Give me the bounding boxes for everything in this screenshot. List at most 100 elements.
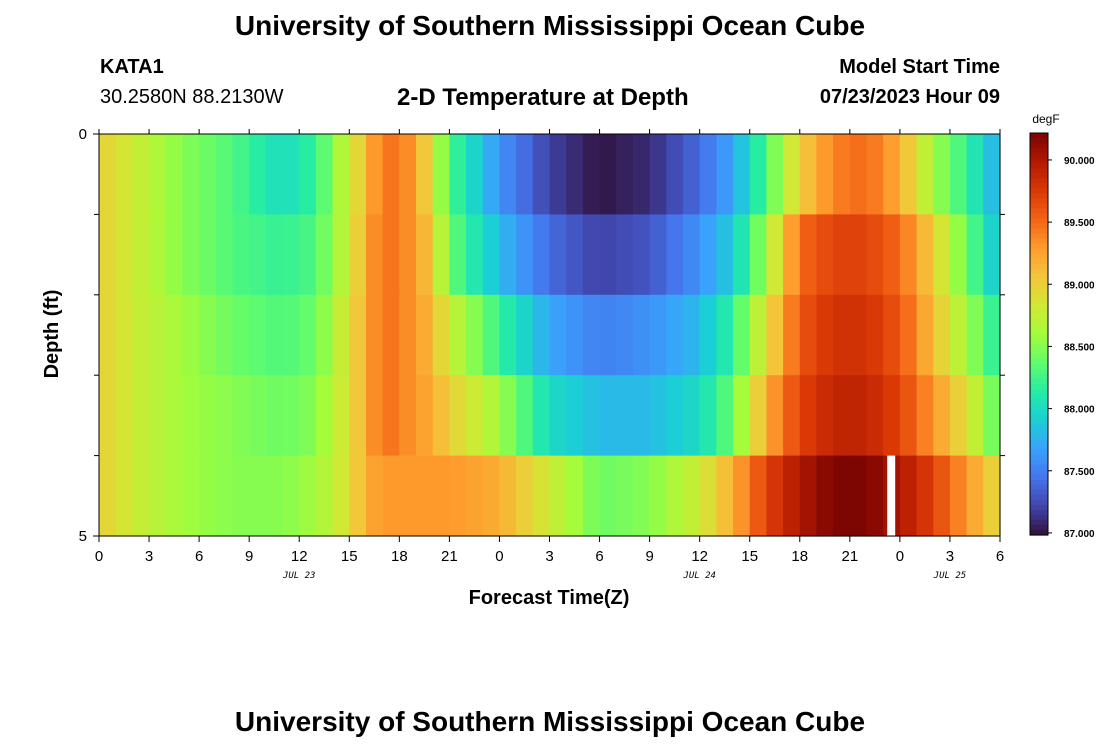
heat-cell (849, 375, 868, 457)
heat-cell (232, 375, 250, 457)
heat-cell (182, 455, 200, 537)
heat-cell (516, 294, 534, 376)
heat-cell (332, 134, 350, 215)
model-start-time: 07/23/2023 Hour 09 (819, 86, 1000, 108)
heat-cell (532, 455, 551, 537)
heat-cell (466, 214, 484, 296)
heat-cell (783, 455, 801, 537)
colorbar-segment (1030, 138, 1048, 144)
x-tick-label: 3 (545, 548, 553, 565)
colorbar-segment (1030, 278, 1048, 285)
colorbar-segment (1030, 384, 1048, 390)
colorbar-segment (1030, 303, 1048, 310)
x-tick-label: 21 (841, 548, 858, 565)
heat-cell (365, 455, 384, 537)
heat-cell (199, 375, 217, 457)
heat-cell (532, 134, 551, 215)
heat-cell (365, 375, 384, 457)
heat-cell (899, 294, 918, 376)
heat-cell (149, 294, 167, 376)
heat-cell (499, 455, 517, 537)
heat-cell (132, 455, 150, 537)
heat-cell (416, 455, 434, 537)
colorbar-segment (1030, 273, 1048, 280)
heat-cell (649, 294, 667, 376)
colorbar-segment (1030, 268, 1048, 275)
heat-cell (799, 214, 818, 296)
heat-cell (549, 294, 567, 376)
colorbar-segment (1030, 318, 1048, 325)
colorbar-segment (1030, 484, 1048, 491)
colorbar-segment (1030, 258, 1048, 265)
heat-cell (399, 134, 417, 215)
heat-cell (482, 134, 501, 215)
x-tick-label: 0 (95, 548, 103, 565)
heat-cell (332, 214, 350, 296)
heat-cell (899, 214, 918, 296)
heat-cell (399, 214, 417, 296)
colorbar-segment (1030, 489, 1048, 496)
heat-cell (682, 214, 701, 296)
colorbar-segment (1030, 469, 1048, 476)
heat-cell (582, 455, 601, 537)
heat-cell (616, 294, 634, 376)
heat-cell (299, 214, 317, 296)
heat-cell (699, 294, 717, 376)
heat-cell (649, 375, 667, 457)
colorbar-segment (1030, 223, 1048, 230)
x-tick-label: 12 (291, 548, 308, 565)
heat-cell (232, 134, 250, 215)
heat-cell (866, 134, 884, 215)
heat-cell (566, 214, 584, 296)
heat-cell (132, 294, 150, 376)
heat-cell (599, 134, 617, 215)
axes: 0 3 6 9 12 15 18 21 0 3 6 9 12 15 18 21 0 3 6 JUL 23 JUL 24 J… (79, 126, 1005, 581)
colorbar-segment (1030, 233, 1048, 240)
heat-cell (916, 214, 934, 296)
heat-cell (933, 375, 951, 457)
heat-cell (983, 134, 1001, 215)
heat-cell (165, 375, 184, 457)
colorbar-segment (1030, 153, 1048, 159)
colorbar-segment (1030, 283, 1048, 290)
heat-cell (332, 375, 350, 457)
heat-cell (966, 214, 984, 296)
heat-cell (566, 134, 584, 215)
colorbar-segment (1030, 389, 1048, 395)
heat-cell (416, 294, 434, 376)
colorbar-frame (1029, 132, 1049, 536)
heat-cell (182, 375, 200, 457)
heat-cell (766, 294, 784, 376)
heat-cell (816, 455, 834, 537)
heat-cell (682, 375, 701, 457)
heat-cell (365, 294, 384, 376)
colorbar-segment (1030, 218, 1048, 225)
heat-cell (232, 455, 250, 537)
colorbar-segment (1030, 344, 1048, 350)
y-axis-label: Depth (ft) (41, 290, 63, 379)
heat-cell (299, 134, 317, 215)
heat-cell (883, 294, 901, 376)
heat-cell (749, 375, 768, 457)
heat-cell (549, 134, 567, 215)
heat-cell (749, 455, 768, 537)
colorbar-segment (1030, 394, 1048, 400)
x-tick-label: 15 (741, 548, 758, 565)
heat-cell (482, 214, 501, 296)
heat-cell (182, 214, 200, 296)
heat-cell (949, 134, 968, 215)
colorbar-segment (1030, 288, 1048, 295)
heat-cell (265, 134, 284, 215)
heat-cell (249, 134, 267, 215)
heat-cell (99, 455, 117, 537)
heat-cell (699, 375, 717, 457)
heat-cell (966, 455, 984, 537)
heat-cell (399, 375, 417, 457)
heat-cell (616, 134, 634, 215)
heat-cell (499, 214, 517, 296)
colorbar-segment (1030, 364, 1048, 370)
heat-cell (115, 455, 133, 537)
colorbar-segment (1030, 163, 1048, 169)
x-date-label: JUL 25 (933, 571, 967, 581)
heat-cell (199, 294, 217, 376)
